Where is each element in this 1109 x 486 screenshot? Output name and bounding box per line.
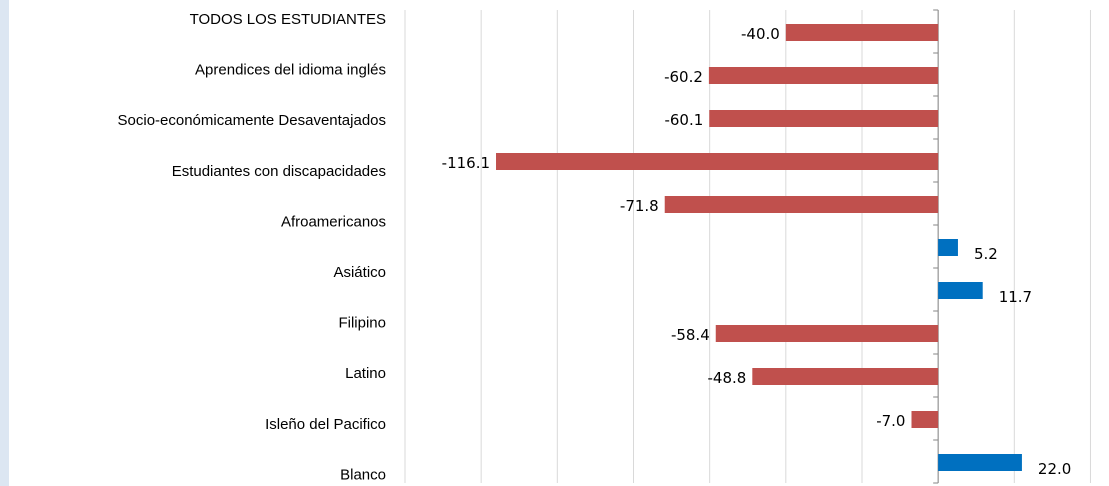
- side-strip: [0, 0, 9, 486]
- bar: [938, 282, 983, 299]
- bar: [911, 411, 939, 428]
- category-label: Estudiantes con discapacidades: [172, 163, 386, 180]
- bar: [496, 153, 939, 170]
- bar: [938, 454, 1022, 471]
- value-label: -60.1: [664, 111, 703, 129]
- bar: [664, 196, 939, 213]
- bar: [708, 67, 939, 84]
- category-label: Blanco: [340, 466, 386, 483]
- category-label: Filipino: [338, 315, 386, 332]
- bar: [785, 24, 939, 41]
- category-label: Socio-económicamente Desaventajados: [118, 112, 386, 129]
- value-label: 11.7: [999, 288, 1032, 306]
- bar: [715, 325, 939, 342]
- value-label: -7.0: [876, 412, 905, 430]
- category-label: TODOS LOS ESTUDIANTES: [190, 11, 386, 28]
- category-label: Asiático: [333, 264, 386, 281]
- category-label: Aprendices del idioma inglés: [195, 62, 386, 79]
- value-label: -60.2: [664, 68, 703, 86]
- value-label: -71.8: [620, 197, 659, 215]
- value-label: 22.0: [1038, 460, 1071, 478]
- category-label: Latino: [345, 365, 386, 382]
- value-label: -48.8: [707, 369, 746, 387]
- bar: [938, 239, 958, 256]
- category-label: Isleño del Pacifico: [265, 416, 386, 433]
- bar: [709, 110, 939, 127]
- value-label: -58.4: [671, 326, 710, 344]
- value-label: -116.1: [442, 154, 490, 172]
- value-label: 5.2: [974, 245, 998, 263]
- value-label: -40.0: [741, 25, 780, 43]
- bar: [752, 368, 939, 385]
- category-label: Afroamericanos: [281, 213, 386, 230]
